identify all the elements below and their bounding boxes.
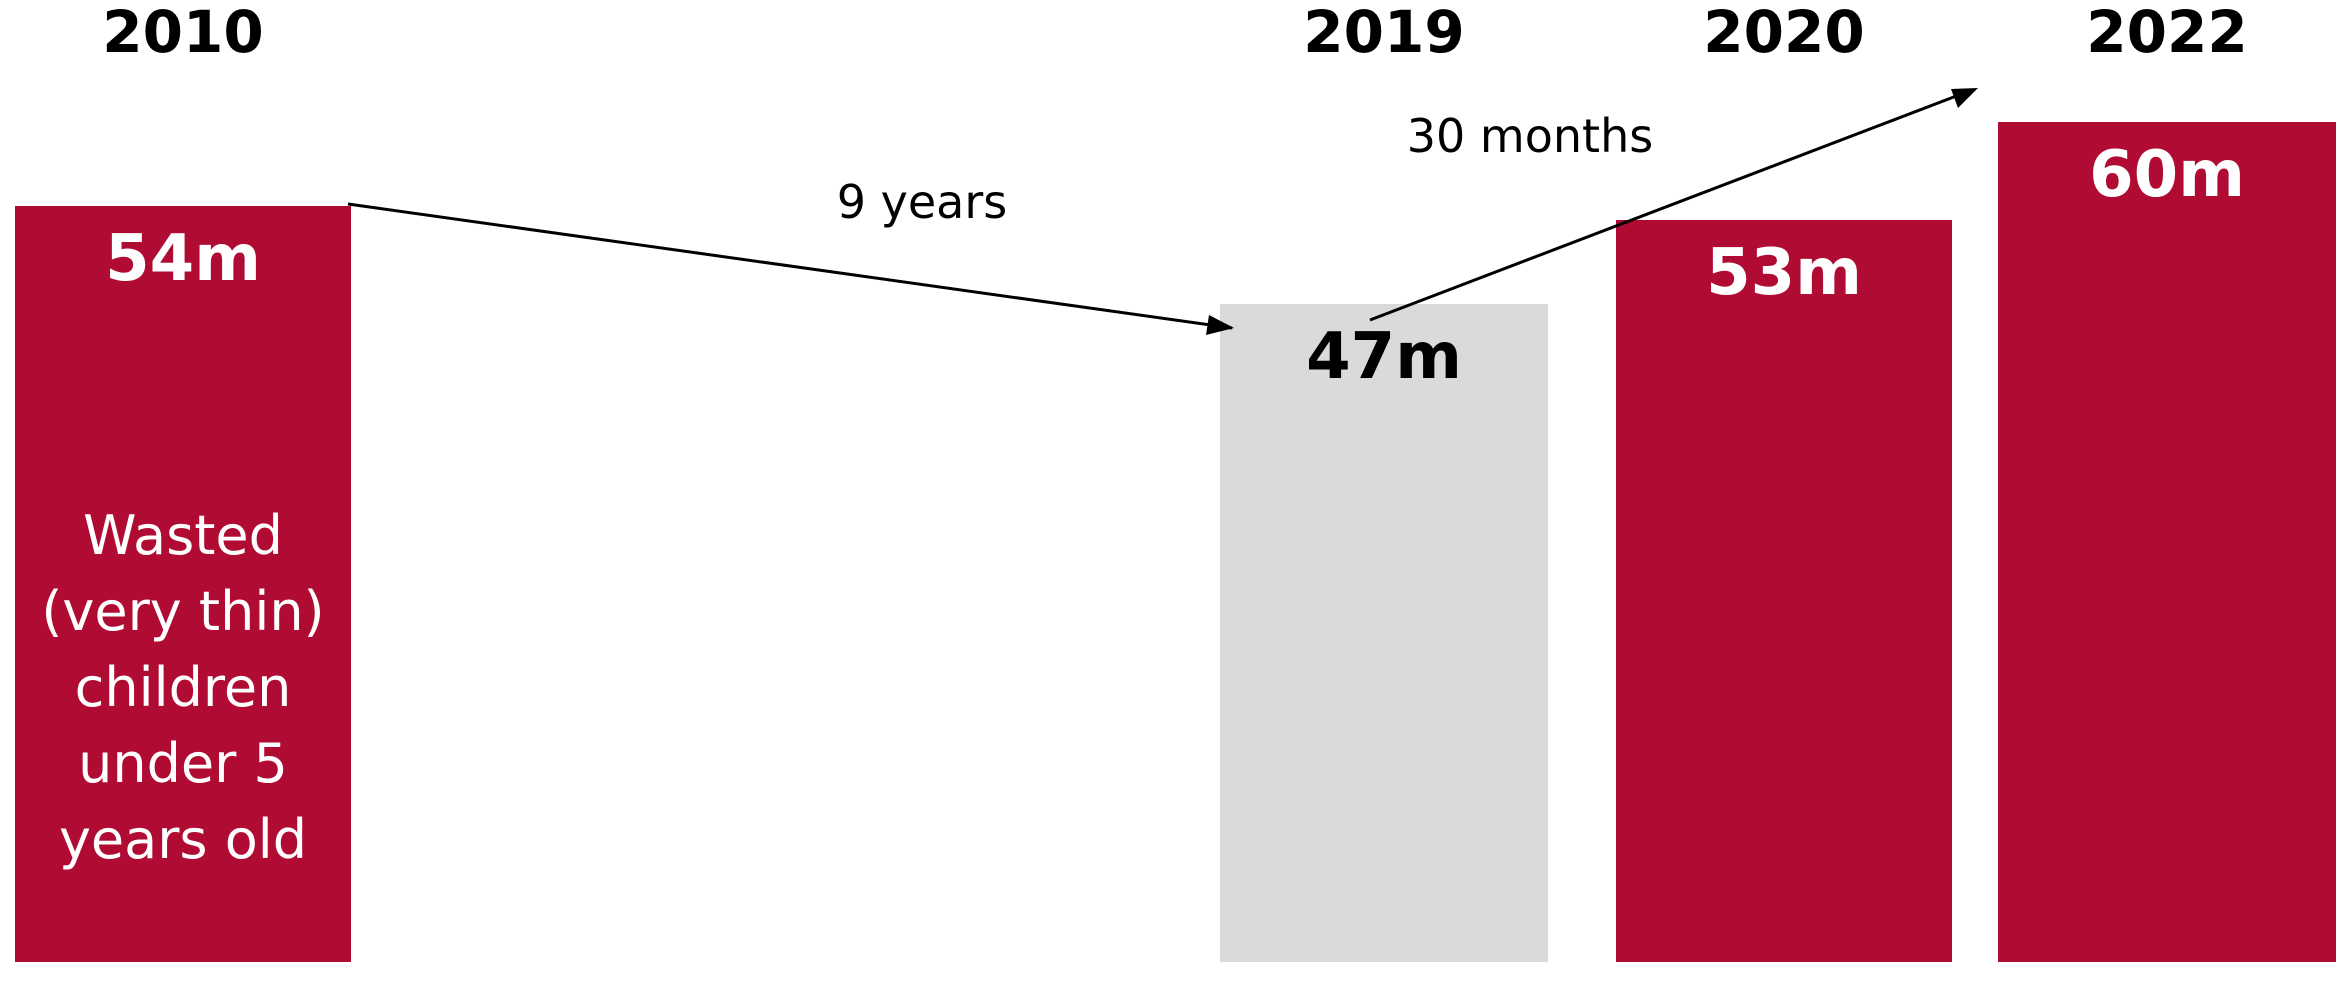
bar-2010 [15, 206, 351, 962]
description-line-2: (very thin) [41, 580, 324, 643]
value-label-2022: 60m [2089, 138, 2245, 212]
value-label-2020: 53m [1706, 236, 1862, 310]
bars [15, 122, 2336, 962]
description-line-1: Wasted [83, 504, 283, 567]
bar-2022 [1998, 122, 2336, 962]
year-label-2022: 2022 [2086, 0, 2247, 66]
arrow-30-months [1369, 88, 1973, 322]
arrowhead-30-months [1951, 88, 1978, 108]
description-line-3: children [75, 656, 292, 719]
bar-2019 [1220, 304, 1548, 962]
description-line-5: years old [59, 808, 307, 871]
labels: 2010 54m 2019 47m 2020 53m 2022 60m Wasted (very … [41, 0, 2247, 871]
arrowhead-9-years [1206, 315, 1234, 335]
description-line-4: under 5 [78, 732, 288, 795]
arrow-9-years [347, 202, 1233, 330]
value-label-2010: 54m [105, 222, 261, 296]
bar-2020 [1616, 220, 1952, 962]
year-label-2010: 2010 [102, 0, 263, 66]
annotation-30-months: 30 months [1407, 109, 1653, 163]
year-label-2020: 2020 [1703, 0, 1864, 66]
annotation-9-years: 9 years [837, 175, 1007, 229]
value-label-2019: 47m [1306, 320, 1462, 394]
year-label-2019: 2019 [1303, 0, 1464, 66]
arrows: 9 years 30 months [347, 88, 1978, 335]
